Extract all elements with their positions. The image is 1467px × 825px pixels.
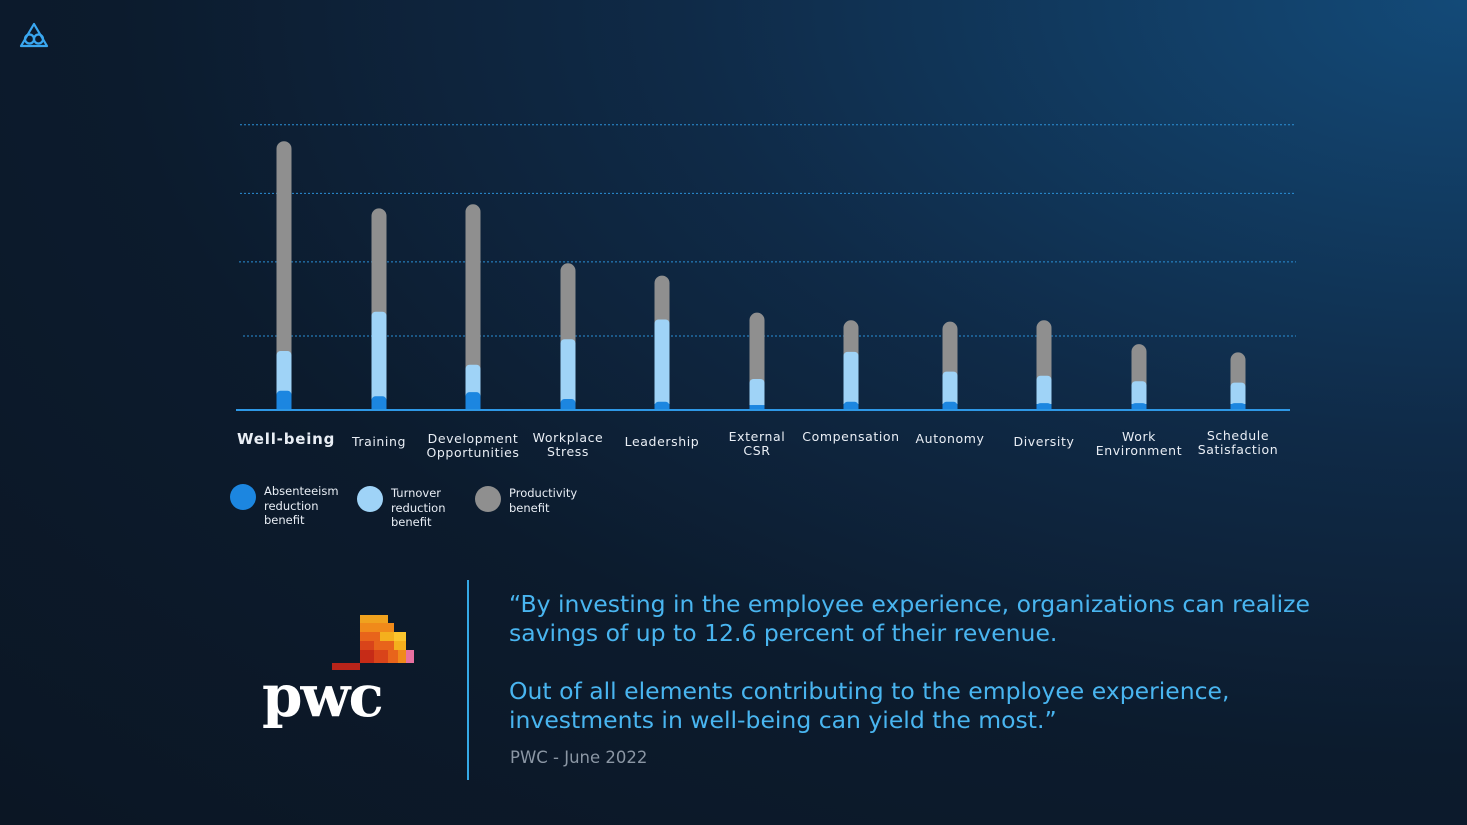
bar-segment-productivity: [276, 141, 292, 410]
x-axis-label-line: Development: [427, 431, 519, 446]
bar-segment-absenteeism-base: [843, 404, 859, 410]
bar-segment-absenteeism-base: [1036, 404, 1052, 410]
legend-label-line: Absenteeism: [264, 484, 339, 498]
bar-segment-absenteeism-base: [942, 404, 958, 410]
legend-label-line: benefit: [391, 515, 432, 529]
bar-schedule-satisfaction: [1230, 352, 1246, 410]
bar-well-being: [276, 141, 292, 410]
quote-source: PWC - June 2022: [510, 748, 648, 767]
legend-label: Absenteeism reduction benefit: [264, 484, 346, 528]
legend-label: Productivity benefit: [509, 486, 591, 515]
x-axis-label: Development Opportunities: [418, 432, 528, 460]
x-axis-label: Work Environment: [1084, 430, 1194, 458]
x-axis-label: Compensation: [802, 429, 900, 444]
bar-compensation: [843, 320, 859, 410]
app-logo-icon: [19, 22, 49, 48]
bar-workplace-stress: [560, 263, 576, 410]
bar-segment-absenteeism-base: [1230, 404, 1246, 410]
bar-segment-productivity: [465, 204, 481, 410]
x-axis-label-line: Environment: [1095, 443, 1183, 458]
legend-item: Absenteeism reduction benefit: [230, 484, 346, 528]
bar-segment-turnover: [843, 351, 859, 410]
bar-segment-absenteeism-base: [749, 405, 765, 410]
x-axis-label: External CSR: [702, 430, 812, 458]
x-axis-label: Leadership: [624, 434, 700, 449]
legend-swatch: [475, 486, 501, 512]
x-axis-label-line: Workplace: [532, 430, 604, 445]
legend-label-line: benefit: [264, 513, 305, 527]
bar-segment-absenteeism-base: [1131, 404, 1147, 410]
x-axis-label-line: CSR: [743, 443, 771, 458]
pwc-logo: pwc: [262, 615, 414, 730]
bar-external-csr: [749, 312, 765, 410]
x-axis-label-line: Schedule: [1206, 428, 1270, 443]
bar-work-environment: [1131, 344, 1147, 410]
legend-swatch: [230, 484, 256, 510]
legend-label-line: Turnover: [391, 486, 442, 500]
bar-segment-absenteeism-base: [371, 404, 387, 410]
stacked-bar-chart: [236, 124, 1296, 411]
x-axis-label: Workplace Stress: [513, 431, 623, 459]
chart-gridlines: [239, 124, 1296, 337]
legend-item: Turnover reduction benefit: [357, 486, 473, 530]
quote-paragraph-1: “By investing in the employee experience…: [509, 590, 1310, 647]
bar-segment-turnover: [1230, 382, 1246, 410]
quote-divider: [467, 580, 469, 780]
bar-segment-turnover: [1036, 375, 1052, 410]
bar-segment-turnover: [560, 339, 576, 410]
legend-label-line: benefit: [509, 500, 550, 515]
bar-diversity: [1036, 320, 1052, 410]
x-axis-label: Well-being: [237, 430, 336, 448]
bar-segment-absenteeism-base: [465, 404, 481, 410]
quote-block: “By investing in the employee experience…: [509, 590, 1329, 764]
bar-leadership: [654, 275, 670, 410]
bar-segment-turnover: [371, 311, 387, 410]
bar-development-opportunities: [465, 204, 481, 410]
bar-training: [371, 208, 387, 410]
bar-segment-turnover: [654, 319, 670, 410]
bar-autonomy: [942, 321, 958, 410]
quote-paragraph-2: Out of all elements contributing to the …: [509, 677, 1230, 734]
x-axis-label: Autonomy: [915, 431, 985, 446]
x-axis-label: Schedule Satisfaction: [1183, 429, 1293, 457]
x-axis-label-line: Work: [1121, 429, 1157, 444]
legend-item: Productivity benefit: [475, 486, 591, 515]
bar-segment-turnover: [1131, 381, 1147, 410]
bar-segment-turnover: [749, 379, 765, 410]
bar-segment-absenteeism-base: [276, 404, 292, 410]
x-axis-label: Training: [351, 434, 407, 449]
x-axis-label-line: Opportunities: [426, 445, 520, 460]
x-axis-label-line: External: [728, 429, 786, 444]
pwc-wordmark: pwc: [262, 662, 382, 730]
legend-label-line: reduction: [391, 500, 446, 515]
bar-segment-turnover: [942, 371, 958, 410]
bar-segment-absenteeism-base: [654, 404, 670, 410]
legend-label: Turnover reduction benefit: [391, 486, 473, 530]
x-axis-label-line: Stress: [546, 444, 589, 459]
x-axis-label-line: Satisfaction: [1197, 442, 1279, 457]
x-axis-label: Diversity: [1013, 434, 1075, 449]
bar-segment-absenteeism-base: [560, 404, 576, 410]
legend-label-line: reduction: [264, 498, 319, 513]
legend-label-line: Productivity: [509, 486, 578, 500]
legend-swatch: [357, 486, 383, 512]
chart-bars: [276, 141, 1246, 410]
